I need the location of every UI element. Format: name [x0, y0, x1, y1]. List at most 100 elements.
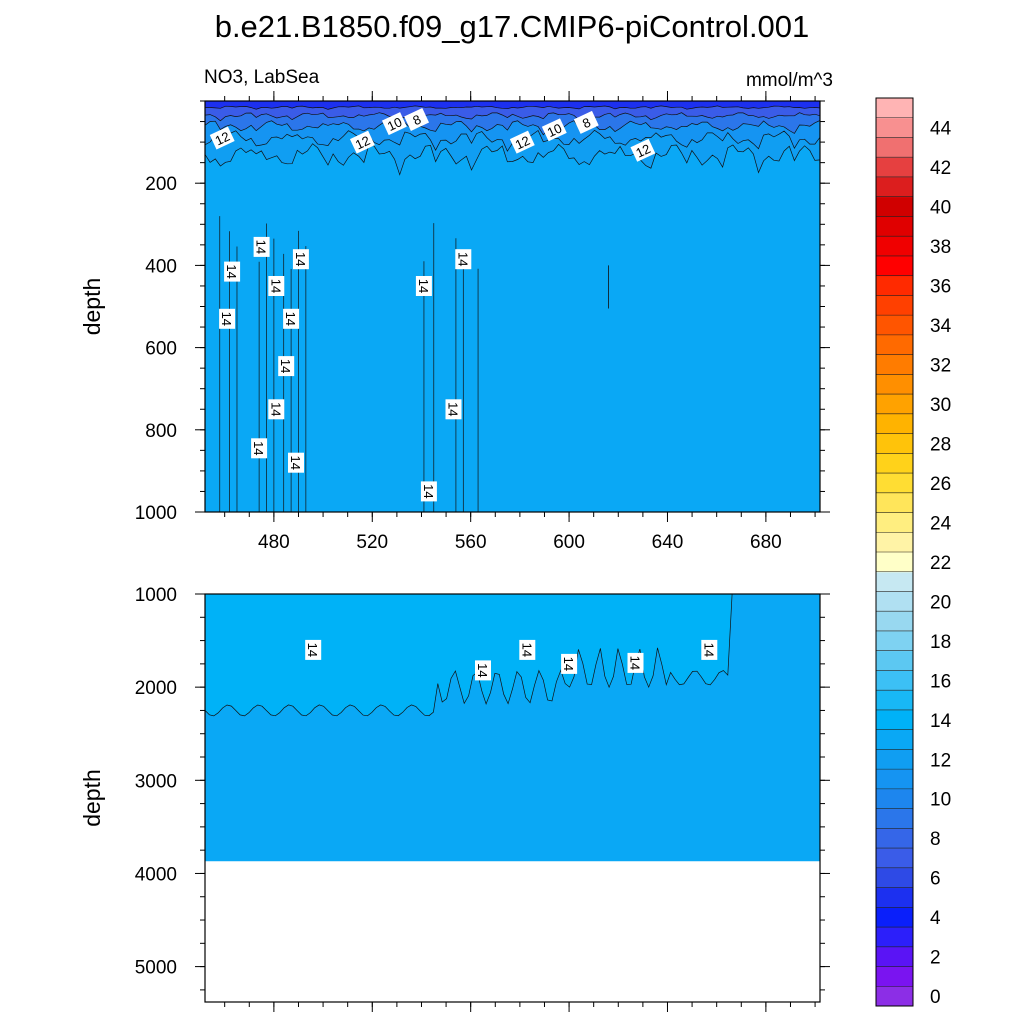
contour-label-text: 12: [353, 133, 372, 153]
y-tick-label: 4000: [135, 864, 177, 885]
y-tick-label: 3000: [135, 771, 177, 792]
contour-label: 14: [305, 639, 322, 660]
contour-label-box: [268, 276, 285, 296]
colorbar-swatch: [876, 295, 913, 316]
colorbar-label: 22: [930, 553, 951, 574]
colorbar-swatch: [876, 275, 913, 296]
contour-label-box: [445, 399, 462, 420]
colorbar-swatch: [876, 887, 913, 908]
contour-label: 12: [630, 138, 656, 162]
colorbar-label: 26: [930, 474, 951, 495]
contour-label-text: 14: [283, 312, 298, 326]
contour-label: 14: [288, 452, 304, 473]
contour-label-text: 14: [288, 455, 303, 469]
contour-label-box: [253, 236, 270, 257]
contour-label-text: 14: [701, 643, 716, 657]
field-background: [205, 101, 820, 512]
contour-label: 14: [292, 249, 309, 270]
lower-contour-labels: 14 14 14 14 14 14: [305, 639, 718, 681]
colorbar-swatch: [876, 315, 913, 336]
contour-label-text: 14: [455, 252, 470, 266]
surface-band-5: [204, 100, 821, 110]
contour-label-box: [541, 118, 567, 142]
y-tick-label: 800: [145, 421, 177, 442]
colorbar-label: 40: [930, 198, 951, 219]
y-tick-label: 600: [145, 339, 177, 360]
contour-label: 14: [268, 399, 285, 420]
contour-label-box: [268, 399, 285, 420]
contour-label-text: 14: [278, 359, 293, 373]
colorbar-swatch: [876, 690, 913, 711]
contour-label-text: 12: [633, 141, 652, 161]
colorbar-swatch: [876, 966, 913, 987]
contour-label: 14: [268, 276, 285, 296]
colorbar-swatch: [876, 946, 913, 968]
contour-label: 14: [627, 652, 644, 673]
colorbar-label: 20: [930, 592, 951, 613]
colorbar-label: 12: [930, 750, 951, 771]
contour-label-box: [415, 276, 432, 296]
colorbar-label: 44: [930, 119, 952, 140]
contour-label-text: 14: [416, 279, 431, 293]
upper-axes: 200 400 600 800 1000 480 520 560 600 640 680: [135, 91, 830, 553]
contour-label-text: 14: [561, 657, 576, 671]
contour-label-box: [475, 660, 491, 681]
y-tick-label: 400: [145, 256, 177, 277]
land-mask: [205, 861, 820, 1002]
colorbar-swatch: [876, 98, 913, 119]
contour-label-text: 14: [305, 643, 320, 657]
colorbar: 0246810121416182022242628303234363840424…: [875, 97, 952, 1008]
colorbar-label: 8: [930, 829, 941, 850]
contour-label-box: [209, 126, 235, 150]
colorbar-label: 16: [930, 671, 951, 692]
contour-label-box: [561, 653, 578, 674]
colorbar-swatch: [876, 512, 913, 533]
colorbar-swatch: [876, 492, 913, 514]
upper-contour-lines: [219, 216, 609, 512]
colorbar-swatch: [876, 354, 913, 375]
subtitle-left: NO3, LabSea: [204, 67, 320, 88]
colorbar-swatch: [876, 334, 913, 356]
colorbar-swatch: [876, 433, 913, 454]
lower-axes: 1000 2000 3000 4000 5000: [135, 585, 830, 1012]
contour-label-text: 14: [628, 656, 643, 670]
colorbar-label: 28: [930, 434, 951, 455]
colorbar-swatch: [876, 176, 913, 198]
contour-label-box: [630, 138, 656, 162]
contour-label-box: [404, 108, 430, 131]
colorbar-swatch: [876, 394, 913, 415]
y-tick-label: 1000: [135, 585, 177, 606]
contour-label: 14: [519, 639, 536, 660]
contour-label-text: 14: [293, 252, 308, 266]
colorbar-swatch: [876, 808, 913, 829]
contour-label-box: [219, 308, 236, 329]
colorbar-swatch: [876, 670, 913, 691]
contour-label-text: 12: [513, 133, 532, 153]
contour-label-box: [283, 308, 300, 329]
colorbar-swatch: [876, 867, 913, 889]
colorbar-swatch: [876, 828, 913, 849]
lower-plot-area: [204, 593, 820, 1002]
colorbar-swatch: [876, 907, 913, 928]
colorbar-swatch: [876, 453, 913, 474]
contour-label-box: [251, 438, 268, 459]
contour-label-box: [288, 452, 304, 473]
contour-label-box: [701, 639, 718, 660]
contour-label-text: 14: [519, 643, 534, 657]
contour-label: 8: [404, 108, 430, 131]
contour-label: 14: [278, 356, 295, 377]
contour-label-text: 14: [254, 240, 269, 254]
contour-label-text: 14: [446, 402, 461, 416]
colorbar-swatch: [876, 196, 913, 217]
colorbar-swatch: [876, 729, 913, 750]
colorbar-label: 2: [930, 948, 941, 969]
colorbar-swatch: [876, 986, 913, 1007]
y-tick-label: 1000: [135, 503, 177, 524]
colorbar-swatch: [876, 788, 913, 810]
contour-label: 12: [209, 126, 235, 150]
chart-title: b.e21.B1850.f09_g17.CMIP6-piControl.001: [215, 9, 810, 44]
contour-label-box: [224, 261, 241, 282]
contour-label-box: [455, 249, 472, 270]
colorbar-swatch: [876, 473, 913, 494]
